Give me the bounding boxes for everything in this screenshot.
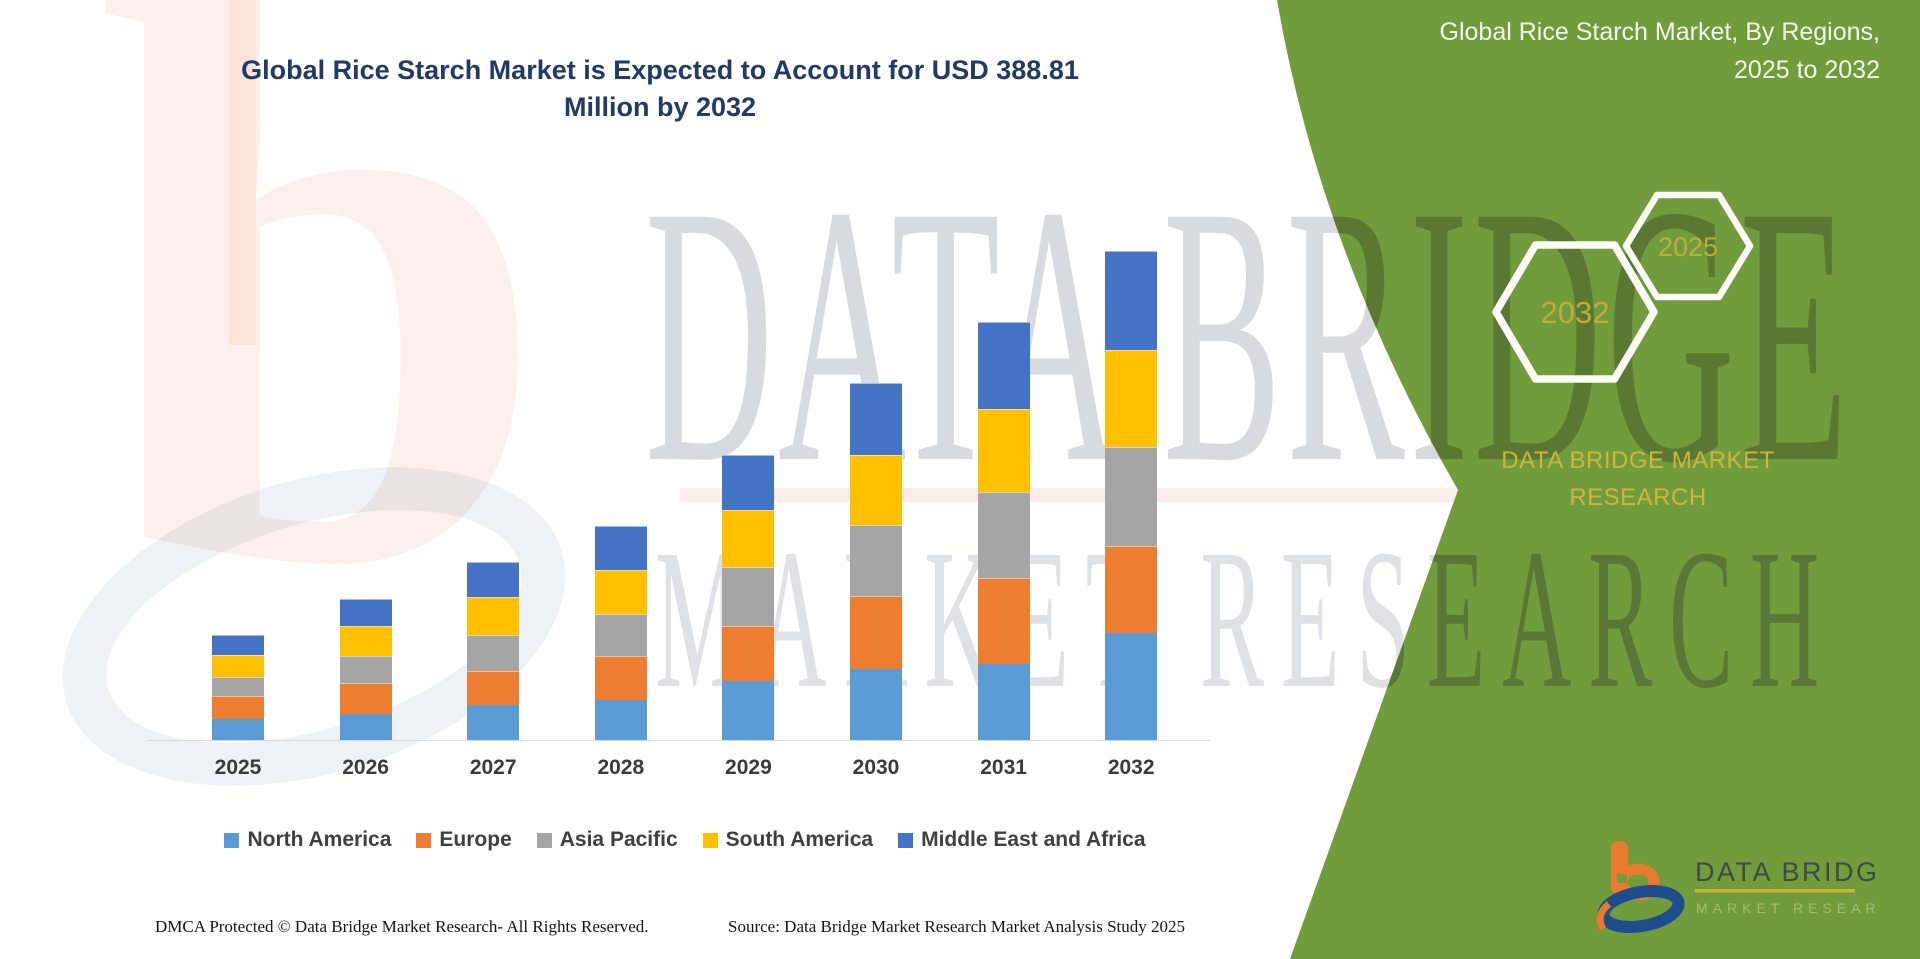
panel-title: Global Rice Starch Market, By Regions, 2… (1439, 18, 1880, 84)
bar-segment-2026-middle-east-and-africa (339, 598, 392, 627)
source-footer-text: Source: Data Bridge Market Research Mark… (728, 917, 1186, 936)
bar-segment-2027-europe (467, 670, 520, 706)
bar-2032 (1105, 251, 1158, 740)
legend-label: North America (247, 828, 392, 851)
logo-underline (1695, 889, 1855, 893)
bar-2027 (467, 561, 520, 740)
legend-item-asia-pacific: Asia Pacific (536, 828, 678, 852)
hexagon-2032-icon (1496, 245, 1654, 379)
x-axis-label-2026: 2026 (342, 756, 389, 779)
bar-2026 (339, 598, 392, 740)
bar-segment-2031-south-america (977, 408, 1030, 493)
hexagon-2025-icon (1626, 195, 1750, 297)
bar-segment-2025-north-america (212, 719, 264, 740)
legend-label: South America (725, 828, 874, 851)
bar-segment-2031-north-america (977, 664, 1030, 740)
bar-segment-2027-north-america (467, 705, 520, 740)
bar-segment-2032-asia-pacific (1105, 447, 1158, 546)
bar-segment-2025-middle-east-and-africa (212, 634, 264, 656)
bar-segment-2032-europe (1105, 545, 1158, 633)
logo-subtitle: MARKET RESEARCH (1696, 900, 1875, 916)
bar-segment-2029-middle-east-and-africa (722, 455, 775, 511)
bar-segment-2028-middle-east-and-africa (594, 525, 647, 570)
chart-legend: North America Europe Asia Pacific South Ame… (150, 828, 1220, 852)
bar-segment-2029-asia-pacific (722, 567, 775, 626)
bar-segment-2029-europe (722, 625, 775, 681)
x-axis-label-2027: 2027 (469, 756, 517, 779)
x-axis-label-2028: 2028 (597, 756, 645, 779)
x-axis-label-2031: 2031 (980, 756, 1027, 779)
brand-name-text: DATA BRIDGE MARKET RESEARCH (1501, 447, 1775, 512)
bar-segment-2027-asia-pacific (467, 635, 520, 671)
bar-segment-2028-north-america (594, 700, 647, 740)
bar-2029 (722, 455, 775, 740)
bar-segment-2028-south-america (594, 569, 647, 614)
bar-segment-2030-europe (850, 595, 902, 670)
legend-item-south-america: South America (702, 828, 874, 852)
bar-segment-2030-south-america (850, 455, 902, 526)
bar-segment-2031-middle-east-and-africa (977, 321, 1030, 409)
bar-segment-2026-europe (339, 683, 392, 715)
bar-segment-2027-south-america (467, 597, 520, 636)
milestone-hexagons: 2025 2032 (1490, 182, 1770, 392)
legend-swatch-icon (898, 832, 914, 848)
logo-title: DATA BRIDGE (1695, 857, 1875, 887)
legend-label: Europe (439, 828, 512, 851)
bar-segment-2025-europe (212, 695, 264, 720)
chart-title: Global Rice Starch Market is Expected to… (241, 55, 1079, 122)
bar-segment-2028-asia-pacific (594, 613, 647, 656)
bar-2030 (850, 383, 902, 740)
stacked-bar-chart (150, 0, 1220, 740)
bar-2028 (594, 525, 647, 740)
logo-swoosh-icon (1600, 886, 1681, 933)
legend-swatch-icon (536, 832, 552, 848)
legend-label: Asia Pacific (559, 828, 678, 851)
bar-segment-2032-middle-east-and-africa (1105, 251, 1158, 351)
legend-item-europe: Europe (416, 828, 512, 852)
bar-segment-2026-north-america (339, 714, 392, 740)
x-axis-label-2030: 2030 (852, 756, 900, 779)
x-axis-label-2025: 2025 (214, 756, 262, 779)
bar-segment-2030-north-america (850, 669, 902, 740)
hexagon-2032-label: 2032 (1541, 295, 1610, 330)
bar-segment-2026-asia-pacific (339, 655, 392, 684)
company-logo: DATA BRIDGE MARKET RESEARCH (1595, 838, 1875, 938)
bar-segment-2030-middle-east-and-africa (850, 383, 902, 456)
dmca-footer-text: DMCA Protected © Data Bridge Market Rese… (155, 917, 649, 936)
bar-segment-2028-europe (594, 655, 647, 701)
x-axis-line (148, 740, 1210, 741)
bar-segment-2032-north-america (1105, 632, 1158, 740)
legend-swatch-icon (224, 832, 240, 848)
x-axis-label-2029: 2029 (725, 756, 772, 779)
bar-2031 (977, 321, 1030, 740)
legend-item-north-america: North America (224, 828, 391, 852)
hexagon-2025-label: 2025 (1658, 232, 1718, 262)
bar-segment-2026-south-america (339, 626, 392, 656)
bar-segment-2029-south-america (722, 510, 775, 568)
x-axis-label-2032: 2032 (1107, 756, 1155, 779)
legend-swatch-icon (702, 832, 718, 848)
bar-segment-2031-europe (977, 578, 1030, 665)
legend-label: Middle East and Africa (921, 828, 1146, 851)
bar-segment-2027-middle-east-and-africa (467, 561, 520, 598)
bar-segment-2029-north-america (722, 680, 775, 740)
bar-segment-2031-asia-pacific (977, 492, 1030, 579)
legend-item-middle-east-and-africa: Middle East and Africa (898, 828, 1146, 852)
bar-segment-2025-south-america (212, 655, 264, 678)
bar-segment-2025-asia-pacific (212, 677, 264, 696)
x-axis-labels: 2025 2026 2027 2028 2029 2030 2031 2032 (150, 756, 1220, 786)
bar-2025 (212, 634, 264, 740)
watermark-strip (229, 0, 256, 345)
bar-segment-2032-south-america (1105, 350, 1158, 448)
bar-segment-2030-asia-pacific (850, 525, 902, 596)
legend-swatch-icon (416, 832, 432, 848)
